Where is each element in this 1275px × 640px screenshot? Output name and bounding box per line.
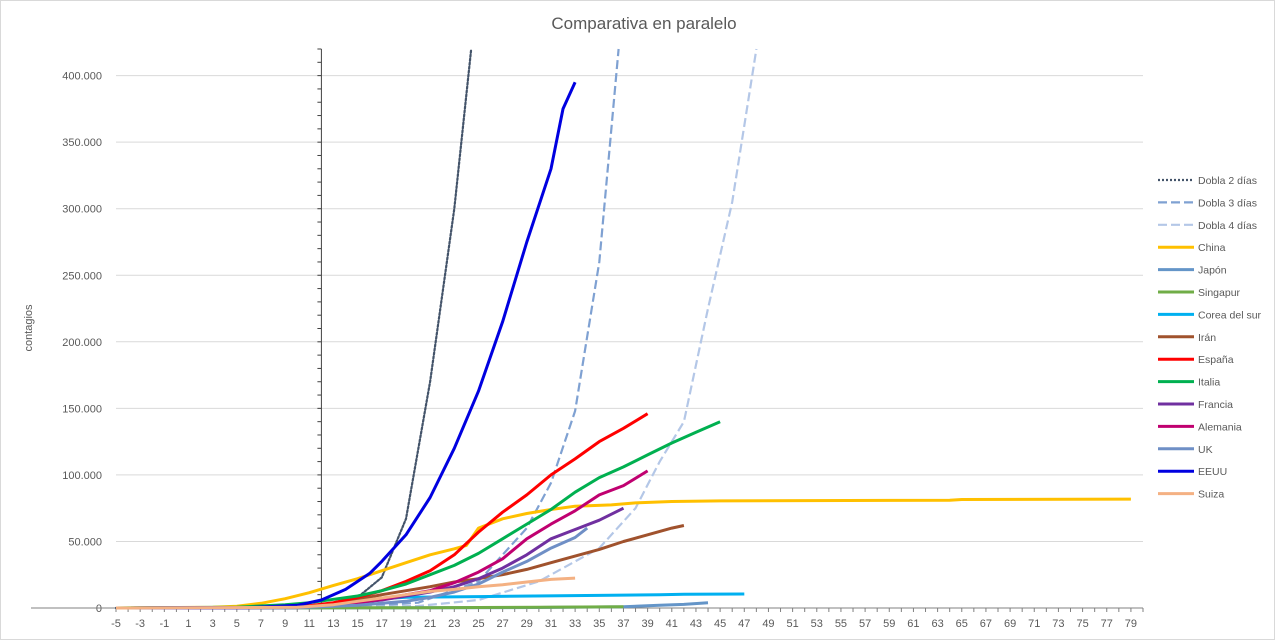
x-tick-label: 65 (956, 618, 968, 630)
legend-label-10: Francia (1198, 399, 1233, 411)
y-tick-label: 50.000 (68, 536, 102, 548)
series-line-8 (115, 412, 649, 610)
legend-label-0: Dobla 2 días (1198, 175, 1257, 187)
legend-label-12: UK (1198, 444, 1213, 456)
legend-label-5: Singapur (1198, 287, 1241, 299)
x-tick-label: 51 (786, 618, 798, 630)
x-tick-label: 3 (210, 618, 216, 630)
x-tick-label: 39 (641, 618, 653, 630)
y-tick-label: 150.000 (62, 403, 102, 415)
x-tick-label: 31 (545, 618, 557, 630)
y-axis-label: contagios (23, 304, 35, 352)
x-tick-label: -1 (159, 618, 169, 630)
x-tick-label: 17 (376, 618, 388, 630)
chart-title: Comparativa en paralelo (551, 14, 736, 33)
legend: Dobla 2 días Dobla 3 días Dobla 4 días Chin… (1158, 175, 1262, 501)
x-tick-label: 49 (762, 618, 774, 630)
y-tick-label: 300.000 (62, 204, 102, 216)
x-tick-label: 33 (569, 618, 581, 630)
x-tick-label: 1 (185, 618, 191, 630)
y-tick-label: 100.000 (62, 470, 102, 482)
x-tick-label: 79 (1125, 618, 1137, 630)
x-tick-label: 47 (738, 618, 750, 630)
x-tick-label: 61 (907, 618, 919, 630)
x-tick-label: 9 (282, 618, 288, 630)
x-tick-label: 21 (424, 618, 436, 630)
series-lines (114, 47, 1131, 610)
x-tick-label: 37 (617, 618, 629, 630)
series-line-14 (115, 576, 576, 610)
series-line-1 (115, 48, 620, 610)
y-tick-label: 350.000 (62, 137, 102, 149)
x-tick-label: 53 (811, 618, 823, 630)
series-line-3 (115, 497, 1131, 610)
x-tick-label: -5 (111, 618, 121, 630)
x-tick-label: 35 (593, 618, 605, 630)
legend-label-13: EEUU (1198, 466, 1227, 478)
x-tick-label: 13 (327, 618, 339, 630)
x-tick-label: 45 (714, 618, 726, 630)
x-tick-label: 71 (1028, 618, 1040, 630)
x-tick-label: 5 (234, 618, 240, 630)
x-tick-label: 29 (521, 618, 533, 630)
x-tick-label: -3 (135, 618, 145, 630)
y-tick-label: 250.000 (62, 270, 102, 282)
legend-label-14: Suiza (1198, 489, 1224, 501)
legend-label-7: Irán (1198, 332, 1216, 344)
legend-label-1: Dobla 3 días (1198, 197, 1257, 209)
x-tick-label: 25 (472, 618, 484, 630)
x-tick-label: 77 (1101, 618, 1113, 630)
axes: 0 50.000 100.000 150.000 200.000 250.000 300.0… (31, 48, 1144, 630)
legend-label-9: Italia (1198, 377, 1220, 389)
y-tick-label: 0 (96, 603, 102, 615)
series-line-12 (115, 526, 589, 610)
x-tick-label: 69 (1004, 618, 1016, 630)
x-tick-label: 75 (1076, 618, 1088, 630)
x-tick-label: 23 (448, 618, 460, 630)
x-tick-label: 43 (690, 618, 702, 630)
x-tick-label: 41 (666, 618, 678, 630)
x-tick-label: 19 (400, 618, 412, 630)
x-tick-label: 11 (304, 618, 315, 630)
legend-label-8: España (1198, 354, 1234, 366)
x-tick-label: 55 (835, 618, 847, 630)
legend-label-4: Japón (1198, 265, 1227, 277)
y-tick-label: 200.000 (62, 337, 102, 349)
legend-label-11: Alemania (1198, 421, 1242, 433)
x-tick-label: 67 (980, 618, 992, 630)
y-tick-label: 400.000 (62, 71, 102, 83)
legend-label-6: Corea del sur (1198, 309, 1262, 321)
legend-label-2: Dobla 4 días (1198, 220, 1257, 232)
x-tick-label: 27 (497, 618, 509, 630)
x-tick-label: 73 (1052, 618, 1064, 630)
series-line-0 (114, 47, 473, 610)
gridlines (116, 75, 1143, 542)
x-tick-label: 15 (352, 618, 364, 630)
x-tick-label: 57 (859, 618, 871, 630)
x-tick-label: 7 (258, 618, 264, 630)
x-tick-label: 63 (931, 618, 943, 630)
legend-label-3: China (1198, 242, 1226, 254)
series-line-13 (115, 81, 577, 610)
series-line-2 (115, 48, 758, 610)
x-tick-label: 59 (883, 618, 895, 630)
